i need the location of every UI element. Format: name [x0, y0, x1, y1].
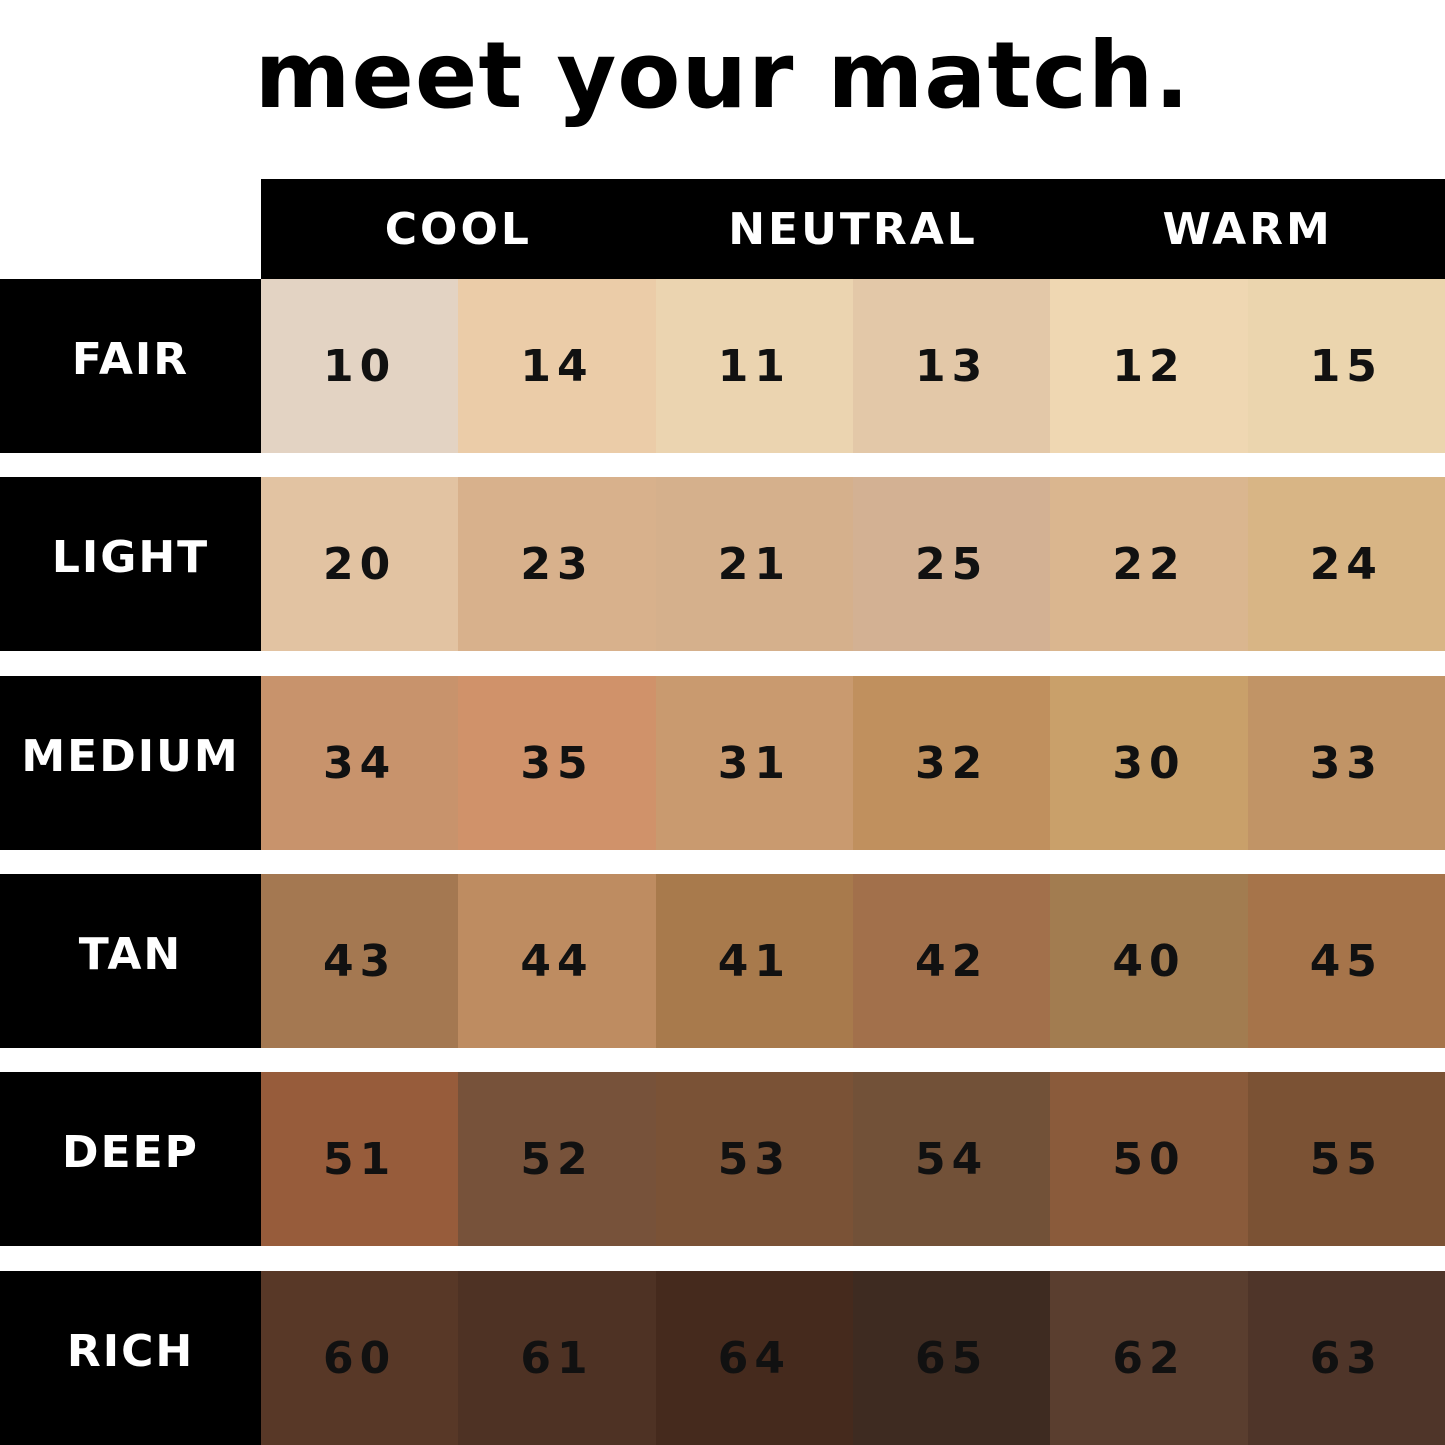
shade-swatch: 55	[1247, 1072, 1445, 1246]
shade-row-tan: TAN 43 44 41 42 40 45	[0, 874, 1445, 1048]
shade-swatch: 40	[1050, 874, 1248, 1048]
shade-swatch: 60	[261, 1271, 459, 1445]
shade-swatch: 21	[655, 477, 853, 651]
shade-swatch: 43	[261, 874, 459, 1048]
shade-swatch: 41	[655, 874, 853, 1048]
shade-swatch: 52	[458, 1072, 656, 1246]
shade-swatch: 34	[261, 676, 459, 850]
row-label: RICH	[0, 1271, 261, 1445]
column-header-cool: COOL	[384, 203, 532, 255]
row-label: MEDIUM	[0, 676, 261, 850]
shade-swatch: 15	[1247, 279, 1445, 453]
shade-swatch: 13	[852, 279, 1051, 453]
shade-swatch: 44	[458, 874, 656, 1048]
shade-row-light: LIGHT 20 23 21 25 22 24	[0, 477, 1445, 651]
shade-swatch: 25	[852, 477, 1051, 651]
shade-swatch: 14	[458, 279, 656, 453]
shade-swatch: 65	[852, 1271, 1051, 1445]
shade-swatch: 23	[458, 477, 656, 651]
shade-row-medium: MEDIUM 34 35 31 32 30 33	[0, 676, 1445, 850]
column-header-neutral: NEUTRAL	[728, 203, 978, 255]
shade-swatch: 20	[261, 477, 459, 651]
shade-swatch: 12	[1050, 279, 1248, 453]
shade-swatch: 33	[1247, 676, 1445, 850]
row-label: TAN	[0, 874, 261, 1048]
shade-swatch: 54	[852, 1072, 1051, 1246]
shade-swatch: 45	[1247, 874, 1445, 1048]
row-label: FAIR	[0, 279, 261, 453]
shade-swatch: 53	[655, 1072, 853, 1246]
row-label: DEEP	[0, 1072, 261, 1246]
shade-swatch: 31	[655, 676, 853, 850]
shade-swatch: 61	[458, 1271, 656, 1445]
shade-swatch: 42	[852, 874, 1051, 1048]
row-label: LIGHT	[0, 477, 261, 651]
shade-swatch: 64	[655, 1271, 853, 1445]
shade-swatch: 35	[458, 676, 656, 850]
undertone-header: COOL NEUTRAL WARM	[261, 179, 1445, 279]
shade-swatch: 11	[655, 279, 853, 453]
page-title: meet your match.	[0, 22, 1445, 129]
shade-row-deep: DEEP 51 52 53 54 50 55	[0, 1072, 1445, 1246]
shade-swatch: 22	[1050, 477, 1248, 651]
shade-row-fair: FAIR 10 14 11 13 12 15	[0, 279, 1445, 453]
shade-swatch: 32	[852, 676, 1051, 850]
shade-swatch: 10	[261, 279, 459, 453]
shade-swatch: 30	[1050, 676, 1248, 850]
shade-swatch: 62	[1050, 1271, 1248, 1445]
column-header-warm: WARM	[1162, 203, 1333, 255]
shade-swatch: 24	[1247, 477, 1445, 651]
shade-row-rich: RICH 60 61 64 65 62 63	[0, 1271, 1445, 1445]
shade-swatch: 50	[1050, 1072, 1248, 1246]
shade-swatch: 51	[261, 1072, 459, 1246]
title-text: meet your match.	[254, 22, 1191, 129]
shade-swatch: 63	[1247, 1271, 1445, 1445]
